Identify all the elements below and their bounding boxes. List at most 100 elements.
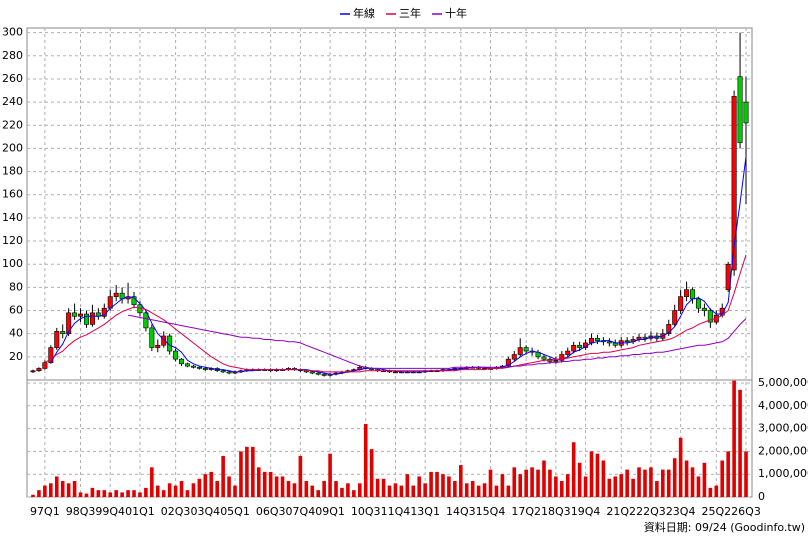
- candle-body: [701, 307, 707, 311]
- candle-body: [220, 370, 226, 373]
- volume-bar: [352, 490, 356, 497]
- candle-body: [202, 368, 208, 370]
- candle-body: [743, 101, 749, 124]
- volume-bar: [203, 474, 208, 497]
- volume-bar: [672, 458, 677, 497]
- volume-bar: [506, 485, 511, 497]
- volume-bar: [542, 460, 546, 497]
- candle-body: [666, 324, 672, 334]
- volume-bar: [714, 485, 719, 497]
- candle-body: [190, 365, 196, 368]
- volume-bar: [334, 481, 338, 497]
- candle-body: [642, 336, 648, 339]
- volume-bar: [560, 481, 564, 497]
- y-tick-label: 140: [2, 211, 23, 224]
- volume-bar: [49, 483, 53, 497]
- volume-bar: [690, 467, 695, 497]
- volume-bar: [155, 485, 160, 497]
- candle-body: [54, 331, 60, 348]
- candle-body: [83, 313, 89, 325]
- volume-bar: [298, 455, 303, 497]
- volume-bar: [453, 481, 457, 497]
- volume-bar: [595, 453, 600, 497]
- candle-body: [78, 313, 84, 317]
- candle-body: [695, 298, 701, 309]
- volume-tick-label: 1,000,000: [758, 467, 808, 480]
- volume-bar: [286, 481, 291, 497]
- volume-bar: [363, 424, 368, 497]
- volume-bar: [625, 469, 629, 497]
- ma-line: [50, 156, 747, 375]
- y-tick-label: 160: [2, 188, 23, 201]
- volume-bar: [565, 474, 570, 497]
- volume-bar: [78, 492, 83, 497]
- candle-body: [684, 289, 690, 297]
- volume-bar: [536, 469, 540, 497]
- x-tick-label: 14Q3: [446, 505, 476, 518]
- x-tick-label: 26Q3: [731, 505, 761, 518]
- candle-body: [517, 347, 523, 355]
- volume-bar: [411, 485, 416, 497]
- candle-body: [179, 358, 185, 365]
- volume-bar: [328, 453, 332, 497]
- volume-bar: [96, 490, 101, 497]
- volume-bar: [732, 380, 736, 497]
- volume-bar: [577, 462, 582, 497]
- volume-bar: [43, 485, 47, 497]
- volume-bar: [233, 485, 237, 497]
- x-tick-label: 15Q4: [476, 505, 506, 518]
- volume-tick-label: 5,000,000: [758, 376, 808, 389]
- candle-body: [66, 312, 72, 334]
- volume-bar: [102, 490, 107, 497]
- volume-bar: [256, 467, 261, 497]
- x-tick-label: 18Q3: [541, 505, 571, 518]
- candle-body: [60, 331, 66, 334]
- candle-body: [594, 338, 600, 341]
- volume-bar: [209, 471, 214, 497]
- volume-bar: [666, 469, 671, 497]
- volume-bar: [708, 487, 713, 497]
- candle-body: [30, 370, 36, 373]
- candle-body: [624, 340, 630, 343]
- candle-body: [672, 310, 678, 325]
- volume-bar: [150, 467, 154, 497]
- x-tick-label: 03Q4: [190, 505, 220, 518]
- volume-tick-label: 2,000,000: [758, 444, 808, 457]
- volume-bar: [482, 483, 487, 497]
- volume-bar: [441, 474, 445, 497]
- volume-bar: [185, 490, 190, 497]
- volume-bar: [429, 471, 433, 497]
- volume-bar: [589, 451, 594, 497]
- volume-bar: [738, 389, 742, 497]
- legend-label: 十年: [445, 6, 467, 20]
- volume-bar: [459, 465, 463, 497]
- volume-bar: [310, 485, 315, 497]
- volume-bar: [251, 446, 255, 497]
- ma-line: [44, 254, 747, 373]
- candle-body: [321, 373, 327, 376]
- candle-body: [131, 296, 137, 306]
- candle-body: [690, 289, 696, 300]
- y-tick-label: 200: [2, 141, 23, 154]
- y-tick-label: 120: [2, 234, 23, 247]
- x-tick-label: 97Q1: [30, 505, 60, 518]
- y-tick-label: 280: [2, 49, 23, 62]
- y-tick-label: 80: [9, 280, 23, 293]
- volume-bar: [464, 483, 469, 497]
- candle-body: [42, 362, 48, 369]
- volume-bar: [245, 446, 249, 497]
- candle-body: [143, 312, 149, 329]
- volume-tick-label: 3,000,000: [758, 422, 808, 435]
- volume-bar: [476, 485, 481, 497]
- x-tick-label: 07Q4: [286, 505, 316, 518]
- candle-body: [226, 371, 232, 374]
- volume-bar: [132, 490, 136, 497]
- x-tick-label: 19Q4: [571, 505, 601, 518]
- volume-bar: [346, 483, 350, 497]
- volume-bar: [322, 481, 326, 497]
- volume-bar: [619, 474, 624, 497]
- volume-bar: [387, 485, 392, 497]
- volume-bar: [108, 492, 113, 497]
- volume-bar: [488, 469, 493, 497]
- volume-bar: [167, 483, 172, 497]
